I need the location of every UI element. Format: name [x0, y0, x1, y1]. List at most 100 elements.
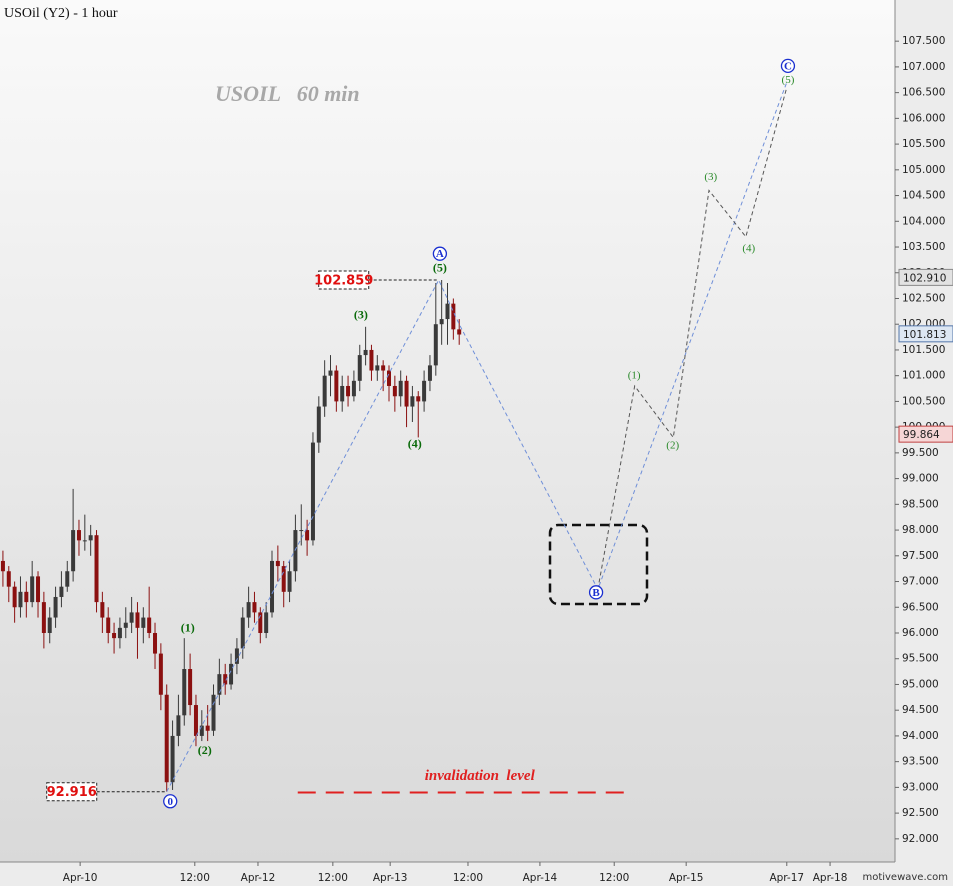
axis-flag: [898, 425, 953, 443]
wave-circle: [588, 585, 604, 600]
y-tick-label: 106.000: [902, 112, 945, 124]
y-tick-label: 107.000: [902, 61, 945, 73]
price-label: 92.916: [47, 785, 97, 800]
chart-title: USOil (Y2) - 1 hour: [4, 6, 118, 21]
watermark: USOIL 60 min: [215, 81, 360, 106]
candle-body: [451, 303, 456, 330]
plot-background: [0, 0, 895, 862]
candle-body: [410, 396, 415, 407]
candle-body: [182, 669, 187, 716]
y-tick-label: 94.500: [902, 704, 939, 716]
price-box: [318, 270, 370, 290]
wave-label-projected: (3): [704, 171, 717, 183]
candle-body: [334, 370, 339, 402]
candle-body: [387, 370, 392, 386]
x-tick-label: 12:00: [318, 872, 348, 884]
candle-body: [398, 380, 403, 397]
axis-flag: [898, 325, 953, 343]
candle-body: [30, 576, 35, 603]
y-tick-label: 92.500: [902, 807, 939, 819]
x-tick-label: Apr-12: [241, 872, 276, 884]
wave-circle: [780, 58, 796, 74]
wave-label: (3): [354, 308, 368, 322]
wave-label-projected: (5): [782, 74, 795, 86]
candle-body: [439, 319, 444, 325]
candle-body: [392, 385, 397, 397]
price-box: [46, 782, 98, 802]
y-tick-label: 94.000: [902, 730, 939, 742]
candle-body: [164, 694, 169, 783]
axis-flag: [898, 268, 953, 286]
candle-body: [36, 576, 41, 603]
candle-body: [457, 329, 462, 335]
candle-body: [135, 612, 140, 628]
wave-path: [166, 82, 788, 792]
y-tick-label: 96.000: [902, 627, 939, 639]
y-tick-label: 93.500: [902, 756, 939, 768]
wave-label: C: [784, 60, 792, 72]
y-tick-label: 103.500: [902, 241, 945, 253]
candle-body: [357, 355, 362, 381]
x-tick-label: Apr-13: [373, 872, 408, 884]
candle-body: [18, 591, 23, 608]
wave-label: (1): [181, 621, 195, 635]
wave-label: B: [592, 587, 600, 599]
candle-body: [369, 349, 374, 371]
wave-circle: [432, 246, 448, 261]
candle-body: [246, 602, 251, 618]
candle-body: [234, 648, 239, 664]
price-axis-background: [895, 0, 953, 886]
candle-body: [129, 612, 134, 623]
candle-body: [53, 596, 58, 618]
wave-label: 0: [167, 796, 173, 808]
candle-body: [346, 385, 351, 397]
candle-body: [158, 653, 163, 695]
candle-body: [0, 560, 5, 572]
candle-body: [416, 396, 421, 402]
candle-body: [6, 571, 11, 587]
footer: motivewave.com: [862, 872, 948, 883]
y-tick-label: 107.500: [902, 35, 945, 47]
y-tick-label: 99.000: [902, 473, 939, 485]
y-tick-label: 106.500: [902, 87, 945, 99]
candle-body: [199, 725, 204, 736]
candle-body: [322, 375, 327, 407]
candle-body: [88, 535, 93, 541]
axis-flag-label: 102.910: [903, 272, 946, 284]
candle-body: [59, 586, 64, 597]
y-tick-label: 98.500: [902, 498, 939, 510]
candle-body: [12, 586, 17, 608]
y-tick-label: 100.500: [902, 395, 945, 407]
y-tick-label: 97.000: [902, 576, 939, 588]
y-tick-label: 104.500: [902, 190, 945, 202]
candle-body: [188, 669, 193, 706]
candle-body: [147, 617, 152, 633]
candle-body: [270, 560, 275, 613]
candle-body: [445, 303, 450, 320]
y-tick-label: 101.500: [902, 344, 945, 356]
candle-body: [229, 663, 234, 685]
candle-body: [153, 632, 158, 654]
candle-body: [176, 715, 181, 736]
candle-body: [340, 385, 345, 402]
y-tick-label: 102.500: [902, 292, 945, 304]
candle-body: [41, 602, 46, 633]
x-tick-label: Apr-18: [813, 872, 848, 884]
wave-path: [597, 87, 788, 590]
candle-body: [193, 705, 198, 736]
candle-body: [299, 530, 304, 532]
candle-body: [117, 627, 122, 639]
candle-body: [305, 530, 310, 541]
candle-body: [205, 725, 210, 731]
y-tick-label: 92.000: [902, 833, 939, 845]
wave-label-projected: (4): [742, 243, 755, 255]
time-axis-background: [0, 862, 895, 886]
candle-body: [375, 365, 380, 371]
candle-body: [281, 566, 286, 592]
y-tick-label: 105.000: [902, 164, 945, 176]
candle-body: [287, 571, 292, 592]
candle-body: [47, 617, 52, 633]
axis-flag-label: 99.864: [903, 429, 940, 441]
